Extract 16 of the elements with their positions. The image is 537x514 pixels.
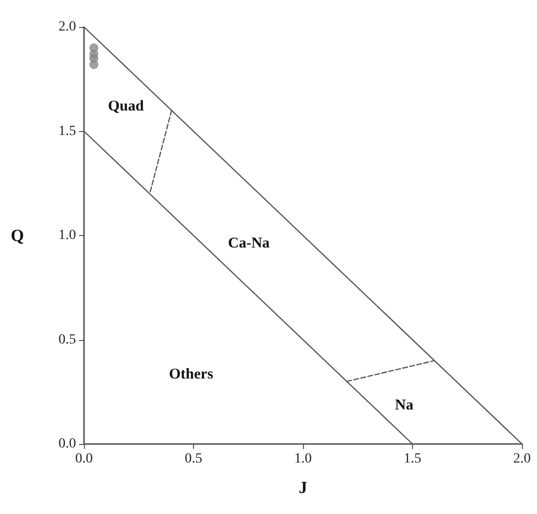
x-tick-label: 0.0: [75, 452, 93, 466]
y-axis-title: Q: [10, 226, 24, 245]
x-tick-label: 1.5: [404, 452, 422, 466]
y-tick-label: 1.0: [58, 228, 76, 243]
y-tick-label: 2.0: [58, 20, 76, 34]
annotation: Quad: [108, 98, 145, 114]
y-tick-label: 0.5: [58, 332, 76, 348]
annotation: Others: [169, 366, 214, 382]
x-tick-label: 2.0: [513, 452, 531, 466]
y-tick-label: 1.5: [58, 124, 76, 139]
annotation: Na: [395, 398, 414, 414]
x-axis-title: J: [298, 478, 308, 497]
x-tick-label: 0.5: [184, 452, 202, 466]
y-tick-label: 0.0: [58, 436, 76, 452]
annotation: Ca-Na: [228, 236, 270, 252]
x-tick-label: 1.0: [294, 452, 312, 466]
